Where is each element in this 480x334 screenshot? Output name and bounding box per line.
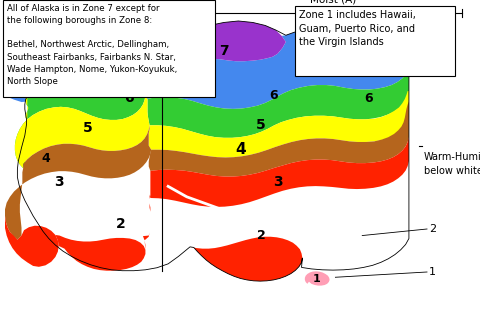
Polygon shape [55,235,145,271]
Text: 6: 6 [124,92,134,106]
Text: 4: 4 [42,152,51,165]
Text: 6: 6 [58,56,68,70]
Text: 4: 4 [235,142,246,157]
Polygon shape [147,21,286,64]
Text: Zone 1 includes Hawaii,
Guam, Puerto Rico, and
the Virgin Islands: Zone 1 includes Hawaii, Guam, Puerto Ric… [299,10,416,47]
Text: 4: 4 [21,73,31,88]
Polygon shape [149,102,409,177]
Polygon shape [305,271,330,286]
Text: Warm-Humid
below white line: Warm-Humid below white line [424,152,480,176]
Polygon shape [5,125,151,240]
Text: Dry (B): Dry (B) [120,0,157,5]
Text: 2: 2 [429,224,436,234]
Text: Marine (C): Marine (C) [30,0,84,5]
Text: All of Alaska is in Zone 7 except for
the following boroughs in Zone 8:

Bethel,: All of Alaska is in Zone 7 except for th… [7,4,177,86]
Text: 5: 5 [256,118,266,132]
Text: 1: 1 [429,267,436,277]
Text: 7: 7 [219,44,228,58]
Text: 1: 1 [313,274,321,284]
Polygon shape [15,96,150,168]
Polygon shape [5,216,59,267]
Polygon shape [147,66,409,138]
Bar [3,0,215,97]
Polygon shape [5,18,120,102]
Text: 6: 6 [364,92,373,105]
Text: 3: 3 [273,175,282,189]
Polygon shape [149,91,409,157]
Polygon shape [145,21,409,109]
Text: 6: 6 [269,89,278,102]
Polygon shape [87,31,147,82]
Bar [295,6,455,76]
Text: 5: 5 [83,121,93,135]
Text: 2: 2 [257,229,265,242]
Polygon shape [143,137,409,281]
Polygon shape [15,64,147,168]
Text: 3: 3 [54,175,63,189]
Text: Moist (A): Moist (A) [310,0,356,5]
Text: 2: 2 [116,217,125,230]
